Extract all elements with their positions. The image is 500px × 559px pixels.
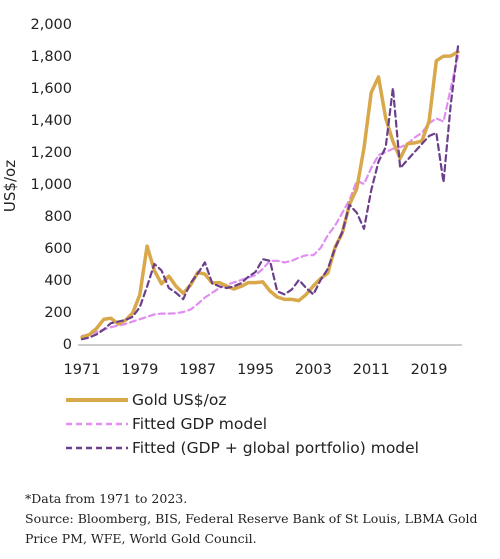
x-tick-label: 2019 (411, 362, 448, 378)
legend-swatch-portfolio-model (66, 446, 128, 450)
legend-item-portfolio-model: Fitted (GDP + global portfolio) model (66, 436, 419, 460)
x-tick-label: 1987 (179, 362, 216, 378)
x-tick-label: 2003 (295, 362, 332, 378)
y-tick-label: 0 (63, 337, 72, 353)
footnote: *Data from 1971 to 2023. (25, 491, 188, 506)
x-tick-label: 1979 (121, 362, 158, 378)
x-tick-labels: 1971 1979 1987 1995 2003 2011 2019 (64, 362, 448, 378)
y-tick-label: 600 (44, 241, 72, 257)
line-chart: US$/oz 0 200 400 600 800 1,000 1,200 1,400 1,600… (1, 17, 462, 378)
y-axis-label: US$/oz (1, 160, 19, 212)
y-tick-label: 2,000 (30, 17, 72, 33)
y-tick-label: 1,400 (30, 113, 72, 129)
legend-label-gold: Gold US$/oz (132, 391, 227, 409)
legend-label-portfolio-model: Fitted (GDP + global portfolio) model (132, 439, 419, 457)
legend: Gold US$/oz Fitted GDP model Fitted (GDP… (66, 388, 419, 460)
series-lines (80, 45, 460, 341)
legend-swatch-gdp-model (66, 422, 128, 426)
legend-label-gdp-model: Fitted GDP model (132, 415, 268, 433)
legend-item-gdp-model: Fitted GDP model (66, 412, 419, 436)
x-tick-label: 1971 (64, 362, 101, 378)
y-tick-label: 800 (44, 209, 72, 225)
source-note: Source: Bloomberg, BIS, Federal Reserve … (25, 511, 478, 546)
x-tick-label: 2011 (353, 362, 390, 378)
y-tick-label: 1,000 (30, 177, 72, 193)
y-tick-label: 1,600 (30, 81, 72, 97)
y-tick-label: 400 (44, 273, 72, 289)
series-line-portfolio-model (80, 45, 460, 341)
y-tick-label: 200 (44, 305, 72, 321)
legend-item-gold: Gold US$/oz (66, 388, 419, 412)
x-tick-label: 1995 (237, 362, 274, 378)
y-tick-label: 1,200 (30, 145, 72, 161)
y-tick-label: 1,800 (30, 49, 72, 65)
y-tick-labels: 0 200 400 600 800 1,000 1,200 1,400 1,600 1,800 2,… (30, 17, 72, 353)
series-line-gdp-model (80, 54, 460, 338)
series-line-gold (80, 50, 460, 340)
chart-notes: *Data from 1971 to 2023. Source: Bloombe… (25, 489, 495, 549)
legend-swatch-gold (66, 398, 128, 402)
